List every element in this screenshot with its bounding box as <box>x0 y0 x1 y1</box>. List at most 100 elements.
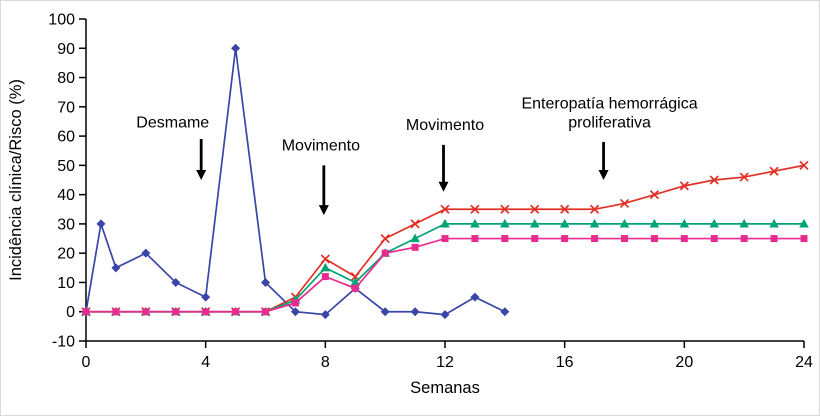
y-tick-label: 40 <box>57 187 75 204</box>
y-tick-label: 20 <box>57 246 75 263</box>
x-marker <box>440 204 450 214</box>
triangle-marker <box>470 218 480 228</box>
square-marker <box>262 308 269 316</box>
square-marker <box>591 235 599 243</box>
diamond-marker <box>96 219 106 229</box>
x-marker <box>589 204 600 214</box>
triangle-marker <box>769 218 779 228</box>
triangle-marker <box>649 218 660 228</box>
diamond-marker <box>410 307 420 317</box>
square-marker <box>710 235 718 243</box>
triangle-marker <box>350 277 361 287</box>
triangle-marker <box>559 218 570 228</box>
x-marker <box>769 166 779 176</box>
annotation-arrowhead-icon <box>196 170 207 180</box>
triangle-marker <box>410 233 420 243</box>
diamond-marker <box>231 43 241 53</box>
triangle-marker <box>440 218 450 228</box>
y-tick-label: 80 <box>57 70 75 87</box>
square-marker <box>800 235 808 243</box>
x-marker <box>709 175 719 185</box>
square-marker <box>531 235 539 243</box>
square-marker <box>321 273 329 281</box>
y-tick-label: 70 <box>57 99 75 116</box>
annotation: Movimento <box>282 138 360 216</box>
square-marker <box>441 235 449 243</box>
x-tick-label: 20 <box>675 354 693 371</box>
square-marker <box>680 235 688 243</box>
diamond-marker <box>261 277 270 287</box>
x-marker <box>649 190 660 200</box>
triangle-marker <box>799 218 809 228</box>
square-marker <box>232 308 240 316</box>
y-tick-label: 0 <box>66 304 75 321</box>
x-marker <box>619 198 630 209</box>
y-tick-label: 30 <box>57 216 75 233</box>
y-tick-label: 10 <box>57 275 75 292</box>
square-marker <box>291 299 299 307</box>
triangle-marker <box>500 218 510 228</box>
x-marker <box>380 233 390 244</box>
annotation-label: Enteropatía hemorrágica <box>521 95 697 112</box>
x-tick-label: 4 <box>201 354 210 371</box>
square-marker <box>650 235 658 243</box>
square-marker <box>142 308 150 316</box>
annotation-label: Movimento <box>282 138 360 155</box>
annotation-arrowhead-icon <box>318 205 329 216</box>
annotation-label: Movimento <box>406 117 484 134</box>
annotation: Movimento <box>406 117 484 192</box>
diamond-marker <box>171 277 181 287</box>
triangle-marker <box>589 218 600 228</box>
x-marker <box>410 219 420 229</box>
triangle-marker <box>619 218 630 228</box>
diamond-marker <box>320 310 330 320</box>
serie-verde-triangulo <box>81 218 809 316</box>
square-marker <box>501 235 509 243</box>
diamond-marker <box>290 307 300 317</box>
annotation-label: proliferativa <box>568 114 651 131</box>
x-marker <box>799 160 809 170</box>
square-marker <box>621 235 628 243</box>
x-tick-label: 24 <box>795 354 813 371</box>
square-marker <box>471 235 479 243</box>
x-axis-title: Semanas <box>410 379 480 397</box>
serie-azul-losango <box>81 43 510 320</box>
triangle-marker <box>320 262 331 272</box>
x-marker <box>739 172 749 182</box>
square-marker <box>172 308 180 316</box>
annotation: Desmame <box>136 114 209 180</box>
square-marker <box>112 308 120 316</box>
diamond-marker <box>201 292 211 302</box>
square-marker <box>740 235 748 243</box>
annotation-label: Desmame <box>136 114 209 131</box>
diamond-marker <box>111 263 121 273</box>
square-marker <box>561 235 569 243</box>
annotation-arrowhead-icon <box>598 170 609 180</box>
square-marker <box>381 249 389 257</box>
square-marker <box>770 235 778 243</box>
triangle-marker <box>739 218 749 228</box>
x-tick-label: 12 <box>436 354 454 371</box>
square-marker <box>202 308 210 316</box>
y-tick-label: 100 <box>48 12 75 29</box>
diamond-marker <box>470 292 480 302</box>
y-tick-label: 60 <box>57 129 75 146</box>
diamond-marker <box>380 307 390 317</box>
annotation: Enteropatía hemorrágica proliferativa <box>521 95 698 180</box>
x-tick-label: 16 <box>556 354 574 371</box>
serie-magenta-quadrado <box>82 235 808 316</box>
square-marker <box>351 284 359 292</box>
y-tick-label: 50 <box>57 158 75 175</box>
x-tick-label: 0 <box>82 354 91 371</box>
diamond-marker <box>440 310 450 320</box>
diamond-marker <box>141 248 151 258</box>
square-marker <box>411 243 419 251</box>
triangle-marker <box>709 218 720 228</box>
annotation-arrowhead-icon <box>438 181 449 192</box>
x-marker <box>560 204 570 214</box>
x-tick-label: 8 <box>321 354 330 371</box>
x-marker <box>320 254 330 264</box>
y-tick-label: 90 <box>57 41 75 58</box>
